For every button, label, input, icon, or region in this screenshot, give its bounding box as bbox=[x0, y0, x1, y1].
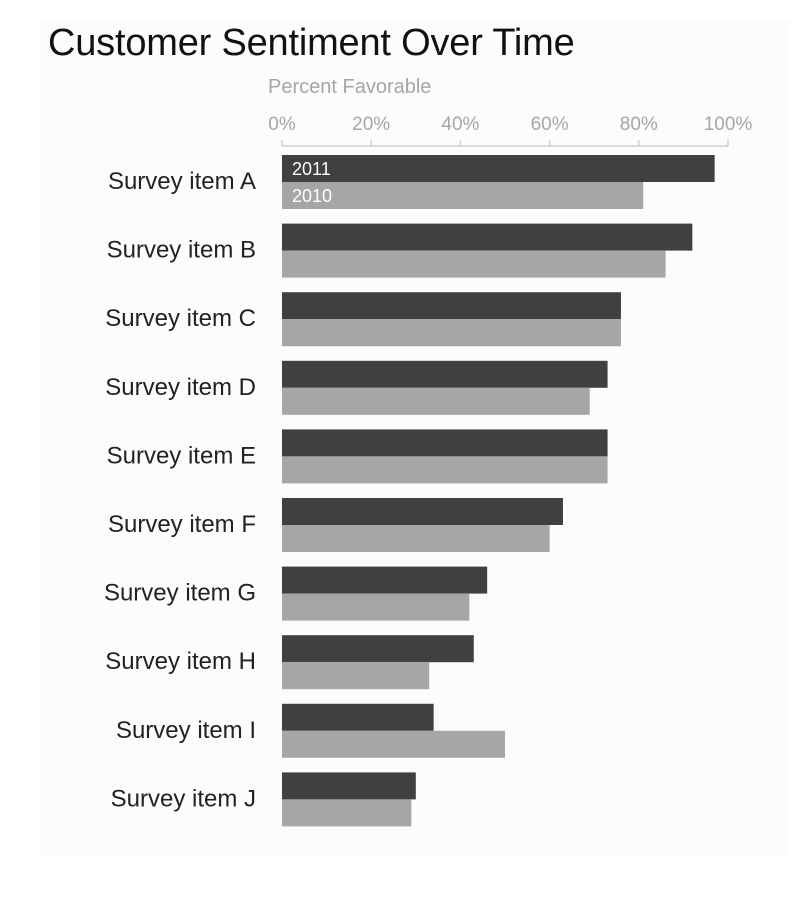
bar-2010 bbox=[282, 456, 608, 484]
bar-2010 bbox=[282, 662, 430, 690]
x-tick-label: 100% bbox=[704, 114, 753, 135]
bar-2011 bbox=[282, 155, 715, 182]
bar-2011 bbox=[282, 772, 416, 800]
category-label: Survey item I bbox=[116, 717, 256, 744]
bar-2011 bbox=[282, 703, 434, 731]
category-label: Survey item E bbox=[107, 442, 256, 469]
legend: 2011 2010 bbox=[292, 159, 332, 206]
bar-2010 bbox=[282, 387, 590, 415]
bar-2011 bbox=[282, 292, 621, 320]
bar-2010 bbox=[282, 799, 412, 827]
x-axis-label: Percent Favorable bbox=[268, 76, 431, 98]
bar-2010 bbox=[282, 730, 505, 758]
bars bbox=[282, 155, 715, 827]
category-label: Survey item H bbox=[105, 648, 256, 675]
bar-2010 bbox=[282, 319, 621, 347]
x-tick-label: 60% bbox=[531, 114, 569, 135]
bar-2011 bbox=[282, 566, 488, 594]
bar-2010 bbox=[282, 250, 666, 278]
legend-label-2011: 2011 bbox=[292, 159, 331, 179]
x-axis: 0% 20% 40% 60% 80% 100% bbox=[268, 114, 753, 147]
bar-2011 bbox=[282, 498, 563, 525]
chart-title: Customer Sentiment Over Time bbox=[48, 22, 575, 64]
bar-2010 bbox=[282, 182, 644, 209]
category-label: Survey item A bbox=[108, 168, 256, 195]
x-tick-label: 20% bbox=[352, 114, 390, 135]
bar-2011 bbox=[282, 360, 608, 388]
category-labels: Survey item A Survey item B Survey item C S… bbox=[104, 168, 256, 812]
bar-2011 bbox=[282, 635, 474, 663]
bar-2010 bbox=[282, 525, 550, 552]
category-label: Survey item J bbox=[111, 785, 256, 812]
category-label: Survey item C bbox=[105, 305, 256, 332]
category-label: Survey item B bbox=[107, 237, 256, 264]
legend-label-2010: 2010 bbox=[292, 186, 332, 206]
bar-2011 bbox=[282, 223, 693, 251]
x-tick-label: 0% bbox=[268, 114, 296, 135]
bar-2010 bbox=[282, 593, 470, 621]
category-label: Survey item F bbox=[108, 511, 256, 538]
bar-2011 bbox=[282, 429, 608, 457]
category-label: Survey item D bbox=[105, 374, 256, 401]
x-tick-label: 80% bbox=[620, 114, 658, 135]
category-label: Survey item G bbox=[104, 580, 256, 607]
x-tick-label: 40% bbox=[441, 114, 479, 135]
